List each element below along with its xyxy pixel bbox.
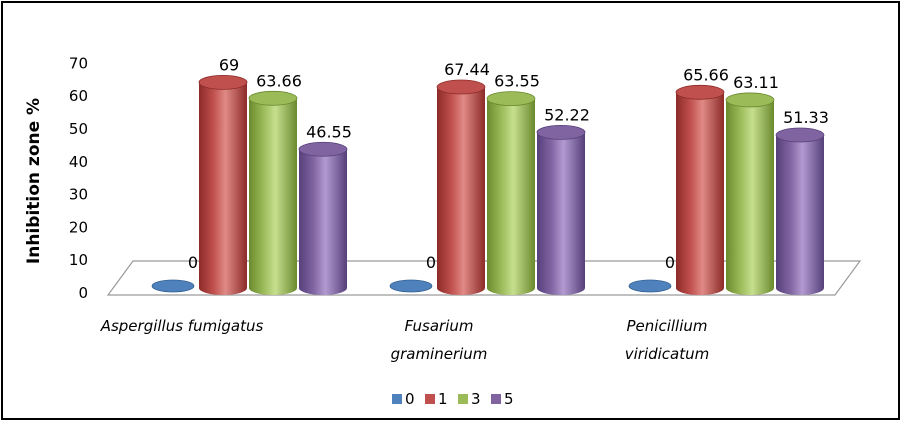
bar <box>151 279 195 293</box>
data-label: 51.33 <box>783 108 829 127</box>
bar-body <box>537 132 585 295</box>
legend-label: 0 <box>405 390 415 408</box>
bar-top <box>775 127 825 143</box>
legend-label: 3 <box>471 390 481 408</box>
data-label: 63.55 <box>494 72 540 91</box>
data-label: 63.66 <box>256 71 302 90</box>
y-tick-label: 20 <box>69 218 88 236</box>
data-label: 52.22 <box>544 105 590 124</box>
y-tick-label: 10 <box>69 251 88 269</box>
bar-body <box>249 98 297 295</box>
bar <box>389 279 433 293</box>
y-tick-label: 0 <box>78 284 88 302</box>
bar-body <box>437 87 485 295</box>
bar-top <box>675 84 725 100</box>
bar-body <box>776 135 824 295</box>
bar-top <box>198 74 248 90</box>
bar-body <box>676 92 724 296</box>
y-tick-label: 50 <box>69 120 88 138</box>
legend-swatch <box>458 394 468 404</box>
legend-label: 1 <box>438 390 448 408</box>
data-label: 67.44 <box>444 60 490 79</box>
legend-swatch <box>392 394 402 404</box>
category-label: viridicatum <box>625 345 710 363</box>
bar <box>486 91 536 295</box>
bar <box>725 92 775 296</box>
data-label: 0 <box>188 253 198 272</box>
y-tick-label: 60 <box>69 87 88 105</box>
bar-body <box>487 98 535 295</box>
bar-body <box>199 82 247 295</box>
category-label: Fusarium <box>405 317 474 335</box>
bar-top <box>486 91 536 107</box>
bar <box>628 279 672 293</box>
bar-top <box>298 141 348 157</box>
bar <box>675 84 725 296</box>
bar <box>436 79 486 295</box>
legend-label: 5 <box>504 390 514 408</box>
bar-top <box>436 79 486 95</box>
data-label: 0 <box>665 253 675 272</box>
bar-top <box>151 279 195 293</box>
data-label: 46.55 <box>306 122 352 141</box>
bar-top <box>628 279 672 293</box>
category-label: Penicillium <box>627 317 708 335</box>
bar-top <box>536 124 586 140</box>
y-axis-title: Inhibition zone % <box>24 98 44 264</box>
bar <box>536 124 586 295</box>
data-label: 69 <box>219 55 239 74</box>
category-label: graminerium <box>391 345 488 363</box>
legend-swatch <box>491 394 501 404</box>
data-label: 65.66 <box>683 65 729 84</box>
bar <box>198 74 248 295</box>
y-tick-label: 40 <box>69 153 88 171</box>
legend-swatch <box>425 394 435 404</box>
bar-top <box>248 90 298 106</box>
category-label: Aspergillus fumigatus <box>100 317 264 335</box>
legend: 0 1 3 5 <box>392 390 514 408</box>
y-tick-label: 30 <box>69 186 88 204</box>
data-label: 0 <box>426 253 436 272</box>
bar-top <box>389 279 433 293</box>
bar-body <box>726 99 774 296</box>
bar-body <box>299 149 347 295</box>
data-label: 63.11 <box>733 73 779 92</box>
y-tick-label: 70 <box>69 54 88 72</box>
bar <box>775 127 825 295</box>
bar <box>298 141 348 295</box>
bar <box>248 90 298 295</box>
bar-top <box>725 92 775 108</box>
